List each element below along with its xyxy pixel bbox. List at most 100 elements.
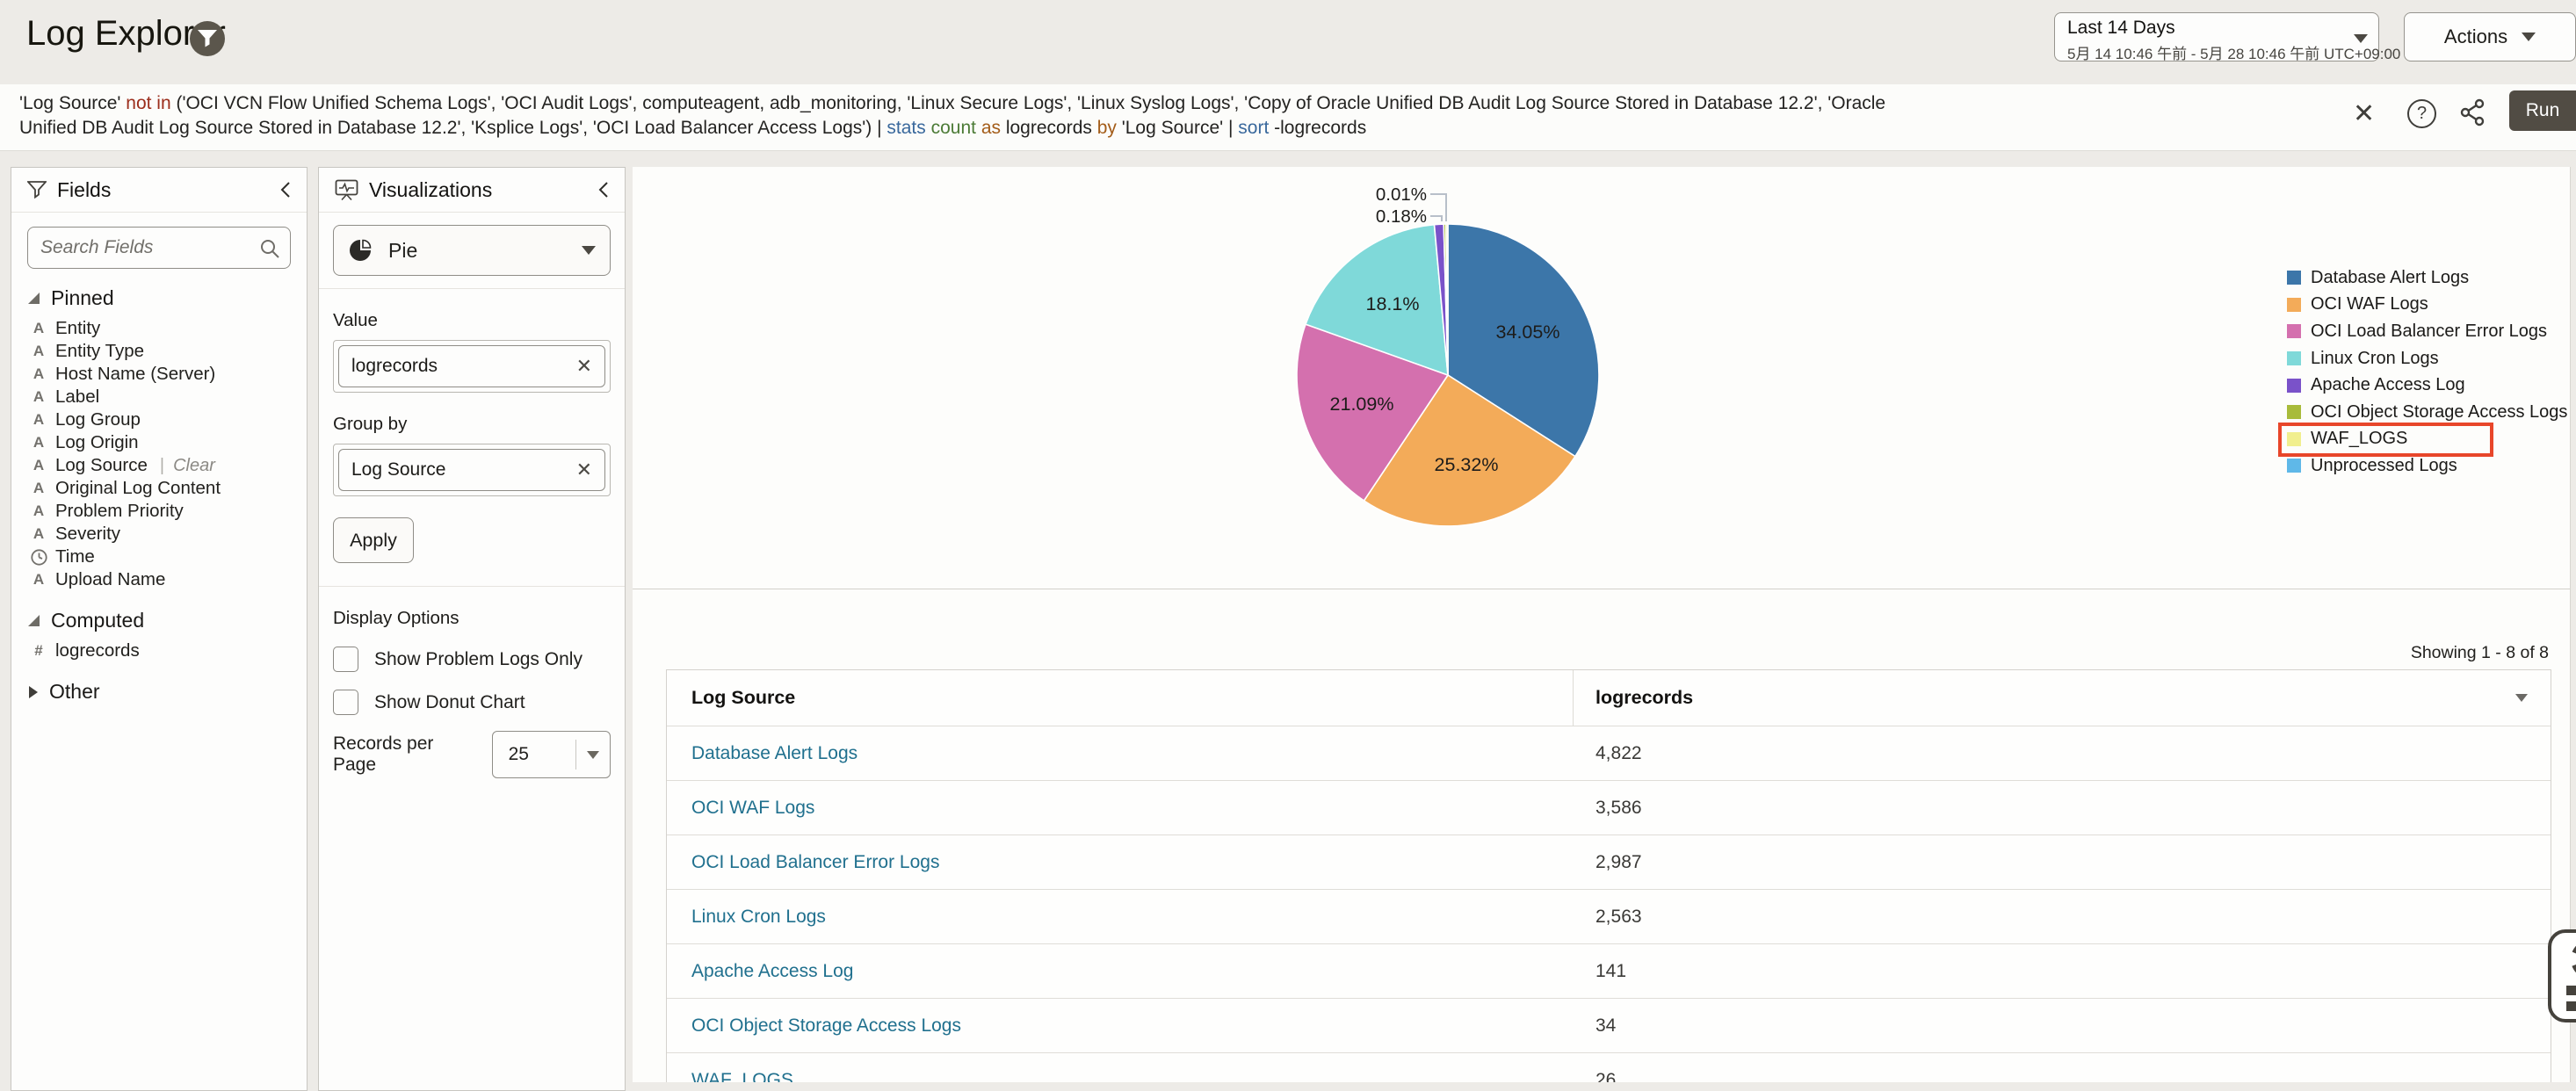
section-header-other[interactable]: Other: [27, 680, 291, 704]
field-item[interactable]: #logrecords: [27, 639, 291, 662]
log-source-link[interactable]: OCI WAF Logs: [667, 798, 1574, 819]
value-chip-label: logrecords: [351, 356, 438, 377]
clear-query-icon[interactable]: ✕: [2353, 98, 2375, 129]
records-per-page-select[interactable]: 25: [492, 731, 611, 778]
run-button[interactable]: Run: [2509, 90, 2576, 131]
legend-label: OCI WAF Logs: [2311, 294, 2428, 314]
chevron-down-icon: [582, 246, 596, 255]
legend-label: WAF_LOGS: [2311, 429, 2407, 449]
field-type-icon: A: [27, 343, 50, 360]
legend-label: Apache Access Log: [2311, 375, 2465, 395]
group-chip-label: Log Source: [351, 459, 445, 480]
chart-legend: Database Alert Logs OCI WAF Logs OCI Load …: [2287, 264, 2567, 480]
log-source-link[interactable]: Database Alert Logs: [667, 743, 1574, 764]
callout-leader-line: [1430, 194, 1446, 221]
pie-slice-label: 21.09%: [1330, 394, 1394, 415]
query-input[interactable]: 'Log Source' not in ('OCI VCN Flow Unifi…: [19, 91, 1885, 141]
checkbox-icon[interactable]: [333, 647, 358, 672]
column-header-label: logrecords: [1596, 687, 1693, 709]
funnel-icon: [198, 30, 217, 47]
help-widget[interactable]: [2548, 929, 2576, 1022]
collapse-panel-icon[interactable]: [598, 181, 609, 199]
time-range-dates: 5月 14 10:46 午前 - 5月 28 10:46 午前 UTC+09:0…: [2067, 41, 2343, 63]
legend-label: OCI Object Storage Access Logs: [2311, 402, 2567, 423]
collapse-panel-icon[interactable]: [280, 181, 291, 199]
clear-field-link[interactable]: Clear: [173, 456, 215, 476]
log-source-link[interactable]: WAF_LOGS: [667, 1070, 1574, 1083]
legend-label: Linux Cron Logs: [2311, 349, 2439, 369]
legend-label: Database Alert Logs: [2311, 268, 2469, 288]
legend-item[interactable]: WAF_LOGS: [2287, 426, 2567, 453]
remove-group-icon[interactable]: ✕: [576, 459, 592, 481]
section-label: Other: [49, 680, 100, 704]
legend-item[interactable]: Linux Cron Logs: [2287, 345, 2567, 372]
legend-item[interactable]: Unprocessed Logs: [2287, 452, 2567, 480]
callout-leader-line: [1430, 216, 1442, 221]
section-header-pinned[interactable]: Pinned: [27, 286, 291, 310]
fields-filter-icon: [27, 181, 47, 199]
section-label: Computed: [51, 609, 144, 632]
records-per-page-value: 25: [493, 744, 575, 765]
search-fields-input[interactable]: [27, 227, 291, 269]
chevron-down-icon: [587, 751, 599, 759]
legend-item[interactable]: OCI Load Balancer Error Logs: [2287, 318, 2567, 345]
legend-swatch: [2287, 324, 2301, 338]
checkbox-show-donut-chart[interactable]: Show Donut Chart: [333, 690, 611, 715]
chart-type-select[interactable]: Pie: [333, 225, 611, 276]
display-options-label: Display Options: [333, 608, 611, 629]
sort-descending-icon[interactable]: [2515, 694, 2528, 702]
legend-item[interactable]: OCI WAF Logs: [2287, 292, 2567, 319]
value-field[interactable]: logrecords ✕: [333, 340, 611, 393]
log-source-link[interactable]: Apache Access Log: [667, 961, 1574, 982]
help-icon[interactable]: ?: [2407, 99, 2436, 128]
log-source-link[interactable]: Linux Cron Logs: [667, 907, 1574, 928]
pie-chart-icon: [348, 237, 374, 264]
records-per-page-label: Records per Page: [333, 733, 481, 776]
actions-button[interactable]: Actions: [2404, 12, 2576, 61]
checkbox-show-problem-logs[interactable]: Show Problem Logs Only: [333, 647, 611, 672]
share-icon[interactable]: [2458, 98, 2486, 126]
results-table: Log Source logrecords Database Alert Log…: [666, 669, 2551, 1082]
section-header-computed[interactable]: Computed: [27, 609, 291, 632]
pie-chart[interactable]: 34.05%25.32%21.09%18.1%0.01%0.18%: [633, 167, 2571, 589]
lifebuoy-icon: [2551, 933, 2576, 1017]
time-range-selector[interactable]: Last 14 Days 5月 14 10:46 午前 - 5月 28 10:4…: [2054, 12, 2379, 61]
field-label: Upload Name: [55, 569, 165, 590]
log-source-link[interactable]: OCI Load Balancer Error Logs: [667, 852, 1574, 873]
logrecords-value: 3,586: [1574, 798, 2551, 819]
legend-swatch: [2287, 351, 2301, 365]
legend-swatch: [2287, 271, 2301, 285]
legend-item[interactable]: Database Alert Logs: [2287, 264, 2567, 292]
global-filter-icon[interactable]: [190, 21, 225, 56]
checkbox-icon[interactable]: [333, 690, 358, 715]
legend-swatch: [2287, 459, 2301, 473]
remove-value-icon[interactable]: ✕: [576, 355, 592, 378]
column-header-log-source[interactable]: Log Source: [667, 670, 1574, 726]
apply-button[interactable]: Apply: [333, 517, 414, 563]
log-source-link[interactable]: OCI Object Storage Access Logs: [667, 1015, 1574, 1037]
logrecords-value: 2,987: [1574, 852, 2551, 873]
group-by-field[interactable]: Log Source ✕: [333, 444, 611, 496]
field-item[interactable]: Time: [27, 546, 291, 568]
section-label: Pinned: [51, 286, 114, 310]
column-header-logrecords[interactable]: logrecords: [1574, 670, 2551, 726]
legend-item[interactable]: Apache Access Log: [2287, 372, 2567, 399]
logrecords-value: 26: [1574, 1070, 2551, 1083]
results-area: 34.05%25.32%21.09%18.1%0.01%0.18% Databa…: [633, 167, 2571, 1082]
pie-slice-label: 18.1%: [1366, 293, 1420, 314]
actions-label: Actions: [2444, 25, 2507, 48]
